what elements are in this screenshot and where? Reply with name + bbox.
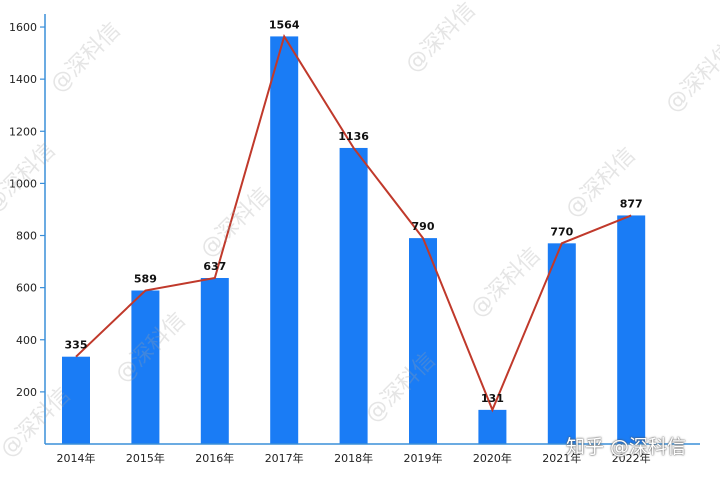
data-label: 1136	[338, 130, 369, 143]
x-tick-label: 2014年	[57, 451, 96, 465]
x-tick-label: 2017年	[265, 451, 304, 465]
y-tick-label: 1000	[9, 177, 37, 190]
bar	[270, 36, 299, 445]
data-label: 770	[550, 225, 573, 238]
bar	[339, 147, 368, 444]
data-label: 877	[620, 197, 643, 210]
bar	[131, 290, 160, 444]
y-tick-label: 600	[16, 282, 37, 295]
bar	[200, 277, 229, 444]
x-tick-label: 2022年	[612, 451, 651, 465]
data-label: 790	[412, 220, 435, 233]
y-tick-label: 400	[16, 334, 37, 347]
x-tick-label: 2020年	[473, 451, 512, 465]
bar	[409, 238, 437, 444]
y-tick-label: 1600	[9, 21, 37, 34]
x-tick-label: 2018年	[334, 451, 373, 465]
data-label: 1564	[269, 18, 300, 31]
y-tick-label: 1400	[9, 73, 37, 86]
series-line	[75, 33, 632, 413]
data-label: 589	[134, 273, 157, 286]
credit-text: 知乎 @深科信	[566, 436, 687, 458]
y-tick-label: 1200	[9, 125, 37, 138]
x-tick-label: 2019年	[404, 451, 443, 465]
bar	[617, 215, 646, 444]
data-label: 637	[203, 260, 226, 273]
data-label: 131	[481, 392, 504, 405]
data-label: 335	[65, 339, 88, 352]
x-tick-label: 2015年	[126, 451, 165, 465]
bar	[547, 243, 576, 444]
x-tick-label: 2016年	[195, 451, 234, 465]
bar	[62, 356, 90, 444]
y-tick-label: 200	[16, 386, 37, 399]
x-tick-label: 2021年	[542, 451, 581, 465]
y-tick-label: 800	[16, 230, 37, 243]
bar	[478, 409, 507, 444]
